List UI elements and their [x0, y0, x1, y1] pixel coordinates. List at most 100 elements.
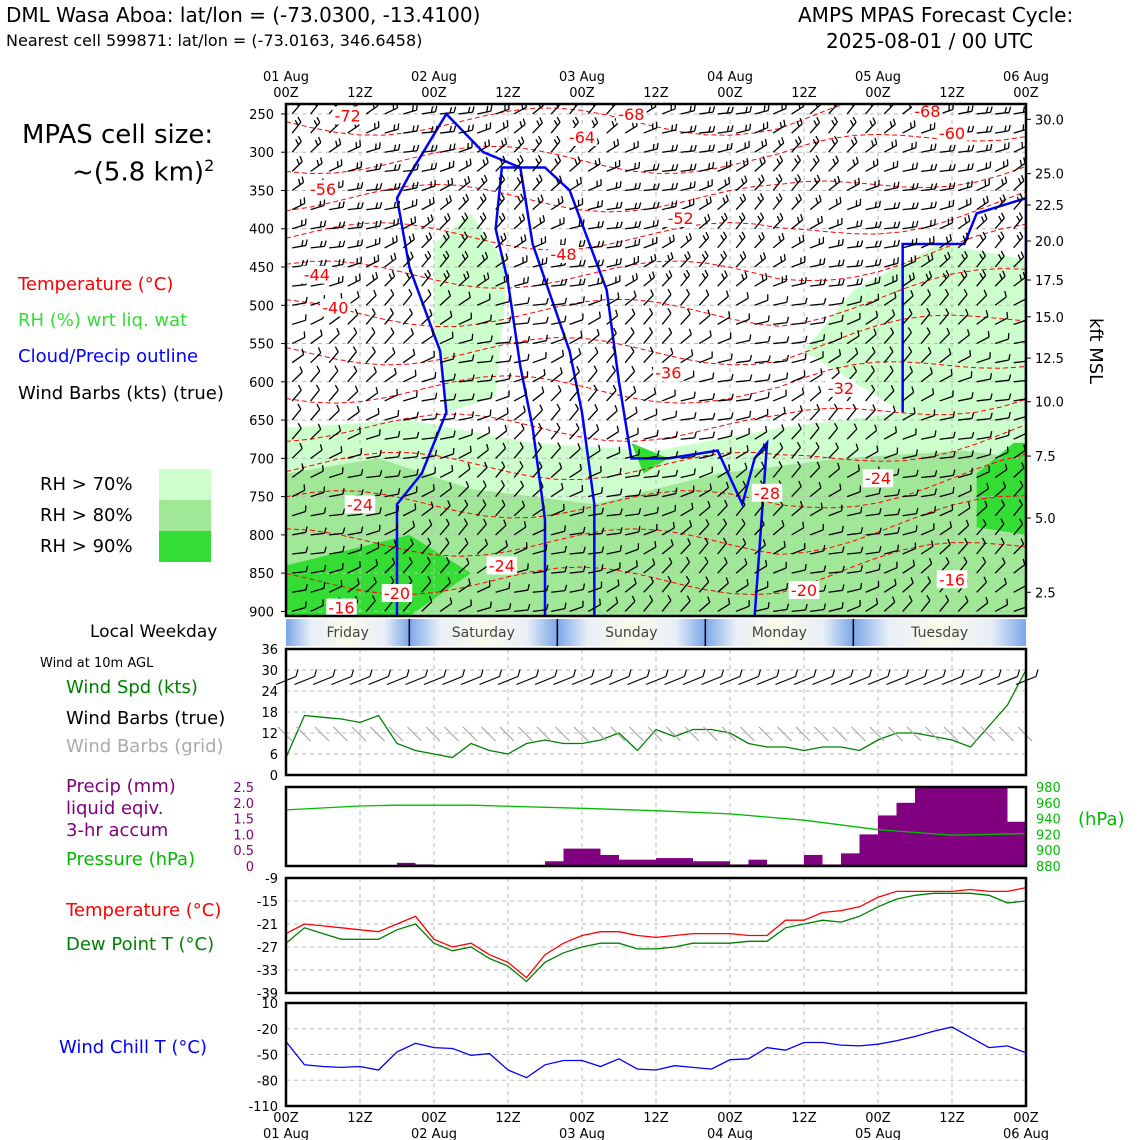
pressure-ytick-label: 940: [1036, 813, 1061, 828]
wind-barb: [920, 511, 935, 517]
wind-barb-feather: [726, 143, 729, 150]
wind-barb-feather: [469, 445, 472, 452]
wind-barb: [847, 588, 861, 593]
cloud-outline-0: [395, 111, 596, 616]
wind-barb-feather: [505, 253, 508, 260]
temperature-label-bg: [825, 378, 857, 397]
wind-barb-feather: [592, 104, 595, 107]
sfc-barb-true: [682, 675, 704, 686]
wind-barb-feather: [447, 500, 451, 507]
wind-barb-feather: [910, 577, 914, 584]
wind-barb: [384, 258, 397, 268]
wind-barb: [717, 316, 731, 325]
sfc-barb-grid: [388, 726, 404, 742]
wind-barb-feather: [1000, 537, 1005, 544]
chill-ytick-label: -20: [257, 1023, 278, 1038]
wind-barb: [458, 111, 473, 115]
wind-barb: [513, 179, 524, 191]
wind-barb-feather: [802, 104, 805, 107]
wind-barb-feather: [522, 277, 525, 284]
wind-barb-feather: [578, 260, 582, 267]
wind-barb-feather: [999, 273, 1003, 280]
wind-barb: [439, 358, 454, 364]
sfc-barb-grid: [518, 726, 533, 742]
wind-ytick-label: 36: [261, 643, 278, 658]
wind-barb-feather: [1027, 393, 1028, 399]
wind-barb: [772, 280, 787, 287]
wind-barb: [902, 207, 917, 211]
wind-barb-feather: [667, 254, 671, 261]
wind-barb: [402, 204, 417, 211]
cloud-outline-2: [901, 196, 1026, 421]
wind-barb-feather: [798, 193, 802, 200]
wind-barb: [532, 357, 547, 364]
weekday-label: Tuesday: [910, 625, 968, 641]
wind-barb-feather: [375, 183, 379, 190]
wind-barb: [994, 275, 1006, 287]
wind-barb-feather: [498, 196, 503, 203]
wind-barb: [606, 206, 621, 211]
precip-bar: [582, 848, 601, 866]
wind-barb: [606, 410, 618, 421]
temperature-label-bg: [332, 106, 363, 125]
wind-barb-feather: [851, 104, 854, 107]
wind-barb: [365, 126, 380, 134]
wind-barb: [643, 259, 657, 268]
wind-barb-feather: [915, 449, 918, 456]
wind-barb: [365, 351, 376, 364]
wind-barb-feather: [486, 272, 490, 279]
wind-barb: [939, 205, 954, 211]
wind-barb-feather: [313, 120, 318, 126]
wind-barb-feather: [619, 181, 622, 188]
wind-barb-feather: [724, 179, 727, 186]
wind-barb-feather: [965, 232, 970, 239]
wind-barb-feather: [823, 297, 827, 305]
wind-barb-feather: [631, 365, 636, 372]
label-wind-barbs-true: Wind Barbs (true): [66, 708, 226, 729]
pressure-ytick-label: 920: [1036, 828, 1061, 843]
wind-barb-feather: [580, 330, 583, 337]
wind-barb-feather: [874, 424, 878, 431]
wind-barb: [458, 563, 470, 574]
wind-barb-feather: [430, 106, 434, 113]
wind-barb-feather: [564, 238, 567, 245]
wind-barb-feather: [944, 288, 949, 295]
wind-barb-feather: [837, 259, 841, 266]
wind-barb-feather: [488, 426, 491, 433]
wind-barb: [957, 274, 968, 287]
wind-barb: [458, 236, 468, 249]
wind-barb: [717, 379, 732, 383]
wind-barb: [699, 418, 714, 421]
wind-barb: [736, 379, 751, 383]
wind-barb-feather: [648, 308, 654, 314]
wind-barb-feather: [1016, 196, 1021, 203]
kft-tick-label: 30.0: [1035, 113, 1064, 128]
wind-barb: [328, 281, 343, 287]
wind-barb-feather: [705, 198, 709, 205]
wind-barb-feather: [723, 212, 728, 219]
wind-barb: [699, 149, 714, 153]
wind-barb-feather: [407, 254, 411, 261]
wind-barb: [347, 411, 360, 421]
wind-barb: [791, 609, 806, 613]
wind-barb: [772, 395, 787, 402]
wind-barb-feather: [860, 565, 864, 572]
wind-barb: [865, 409, 876, 421]
wind-barb: [902, 125, 916, 134]
sfc-barb-true-feather: [646, 669, 651, 677]
wind-barb-feather: [434, 449, 438, 456]
wind-barb-feather: [971, 392, 974, 399]
wind-barb-feather: [560, 239, 562, 246]
wind-barb-feather: [597, 201, 600, 208]
wind-barb-feather: [725, 290, 730, 297]
wind-barb: [476, 585, 491, 593]
wind-barb-feather: [945, 308, 950, 314]
wind-barb-feather: [520, 136, 525, 143]
wind-barb: [476, 320, 491, 326]
wind-barb-feather: [986, 482, 989, 489]
wind-barb-feather: [316, 116, 321, 123]
wind-barb-feather: [860, 582, 863, 589]
wind-barb-feather: [427, 289, 432, 296]
wind-barb: [754, 299, 768, 306]
wind-barb-feather: [517, 196, 522, 203]
